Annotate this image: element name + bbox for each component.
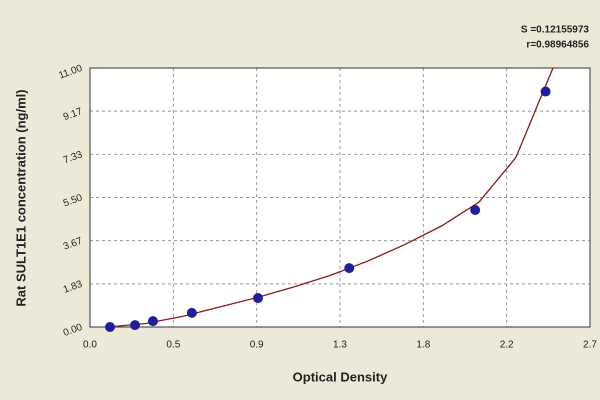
data-point — [344, 263, 355, 274]
data-point — [470, 204, 481, 215]
data-point — [186, 307, 197, 318]
data-point — [105, 322, 115, 332]
fit-curve — [108, 67, 554, 328]
x-axis-title: Optical Density — [293, 369, 388, 384]
data-point — [540, 86, 551, 97]
x-tick-label: 0.0 — [83, 340, 97, 351]
x-tick-label: 2.2 — [500, 340, 514, 351]
data-point — [147, 316, 158, 327]
x-tick-label: 1.3 — [333, 340, 347, 351]
data-point — [252, 293, 263, 304]
annotation: r=0.98964856 — [526, 40, 589, 51]
plot-border — [89, 67, 591, 328]
x-tick-label: 1.8 — [416, 340, 430, 351]
y-axis-title: Rat SULT1E1 concentration (ng/ml) — [13, 89, 28, 306]
annotation: S =0.12155973 — [521, 25, 590, 36]
x-tick-label: 0.9 — [250, 340, 264, 351]
x-tick-label: 0.5 — [166, 340, 180, 351]
data-point — [130, 320, 140, 331]
x-tick-label: 2.7 — [583, 340, 597, 351]
